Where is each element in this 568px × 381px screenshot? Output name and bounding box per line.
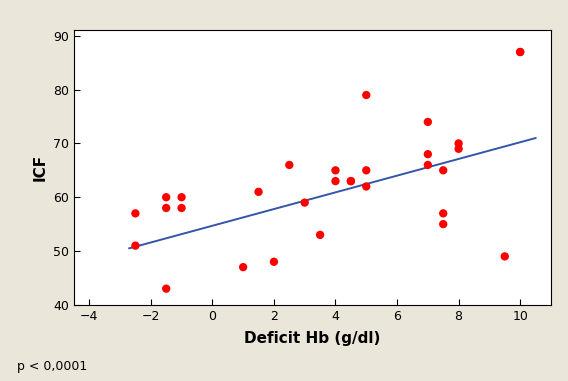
Point (131, 243, 140, 249)
Point (423, 162, 432, 168)
Point (131, 210, 140, 216)
Point (423, 151, 432, 157)
Point (438, 210, 448, 216)
Point (516, 49, 525, 55)
Point (162, 194, 171, 200)
Point (331, 167, 340, 173)
Point (331, 178, 340, 184)
Point (423, 119, 432, 125)
Point (177, 205, 186, 211)
Point (162, 205, 171, 211)
Point (500, 253, 509, 259)
Point (300, 200, 309, 206)
Point (346, 178, 356, 184)
Point (162, 286, 171, 292)
Point (454, 140, 463, 146)
Point (285, 162, 294, 168)
Point (269, 259, 278, 265)
Y-axis label: ICF: ICF (32, 154, 47, 181)
Point (438, 167, 448, 173)
Point (438, 221, 448, 227)
Point (254, 189, 263, 195)
Point (362, 92, 371, 98)
Point (239, 264, 248, 270)
Point (362, 167, 371, 173)
Point (516, 49, 525, 55)
X-axis label: Deficit Hb (g/dl): Deficit Hb (g/dl) (244, 331, 381, 346)
Point (362, 183, 371, 189)
Point (346, 178, 356, 184)
Text: p < 0,0001: p < 0,0001 (17, 360, 87, 373)
Point (177, 194, 186, 200)
Point (454, 146, 463, 152)
Point (316, 232, 325, 238)
